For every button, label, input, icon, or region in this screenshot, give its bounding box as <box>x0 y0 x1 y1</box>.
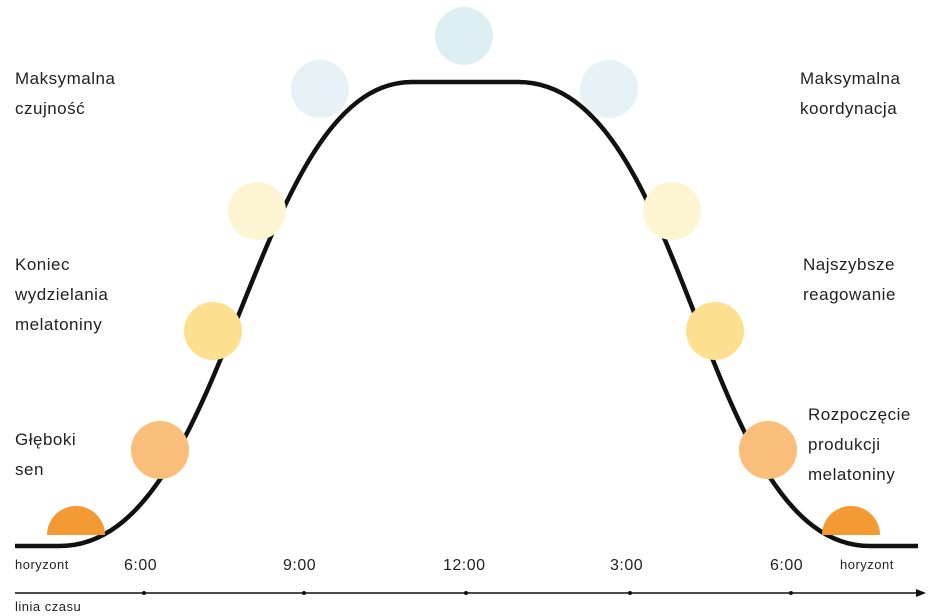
label-line: koordynacja <box>800 94 900 124</box>
label-melatonin-start: Rozpoczęcie produkcji melatoniny <box>808 400 911 490</box>
sun-high-right <box>643 182 701 240</box>
tick-label: 9:00 <box>283 557 316 575</box>
label-line: melatoniny <box>15 310 108 340</box>
tick-mark <box>464 591 468 595</box>
tick-mark <box>789 591 793 595</box>
label-line: Koniec <box>15 250 108 280</box>
sun-horizon-left <box>47 506 105 535</box>
sun-high-left <box>228 182 286 240</box>
tick-label: 3:00 <box>610 557 643 575</box>
label-line: Głęboki <box>15 425 76 455</box>
timeline-arrowhead <box>916 589 926 597</box>
sun-low-left <box>131 421 189 479</box>
label-line: Najszybsze <box>803 250 896 280</box>
label-max-alertness: Maksymalna czujność <box>15 64 115 124</box>
sun-mid-left <box>184 302 242 360</box>
tick-label: 6:00 <box>770 557 803 575</box>
sun-sky-left <box>291 60 349 118</box>
sun-low-right <box>739 421 797 479</box>
label-line: melatoniny <box>808 460 911 490</box>
label-line: sen <box>15 455 76 485</box>
tick-mark <box>302 591 306 595</box>
label-line: Maksymalna <box>15 64 115 94</box>
tick-mark <box>142 591 146 595</box>
horizon-label-left: horyzont <box>15 557 69 572</box>
sun-sky-right <box>580 60 638 118</box>
label-melatonin-end: Koniec wydzielania melatoniny <box>15 250 108 340</box>
label-max-coordination: Maksymalna koordynacja <box>800 64 900 124</box>
timeline-label: linia czasu <box>15 599 81 614</box>
sun-horizon-right <box>822 506 880 535</box>
label-line: wydzielania <box>15 280 108 310</box>
sun-zenith <box>435 7 493 65</box>
label-line: reagowanie <box>803 280 896 310</box>
sun-mid-right <box>686 302 744 360</box>
horizon-label-right: horyzont <box>840 557 894 572</box>
label-line: czujność <box>15 94 115 124</box>
label-fastest-reaction: Najszybsze reagowanie <box>803 250 896 310</box>
tick-label: 6:00 <box>124 557 157 575</box>
label-line: Rozpoczęcie <box>808 400 911 430</box>
label-deep-sleep: Głęboki sen <box>15 425 76 485</box>
tick-mark <box>628 591 632 595</box>
label-line: produkcji <box>808 430 911 460</box>
label-line: Maksymalna <box>800 64 900 94</box>
tick-label: 12:00 <box>443 557 486 575</box>
